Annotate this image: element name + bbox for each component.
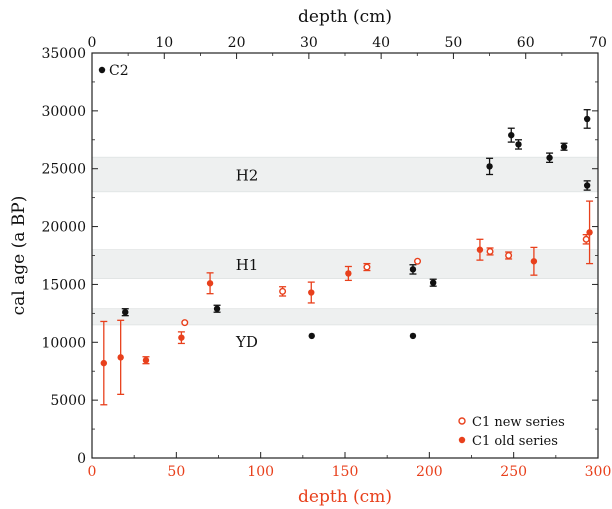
marks-layer [100, 109, 594, 406]
data-point-c2 [429, 279, 437, 286]
x-top-tick-label: 40 [372, 35, 390, 51]
data-point-c2 [213, 305, 221, 312]
c2-legend-label: C2 [109, 63, 129, 79]
data-point-c2 [508, 131, 515, 139]
legend-label-c1-new: C1 new series [472, 415, 565, 430]
labels-layer: H2H1YD0500010000150002000025000300003500… [9, 7, 611, 507]
x-bottom-axis-title: depth (cm) [298, 487, 392, 507]
data-point-c1-new-series [279, 287, 287, 295]
c2-legend-marker [98, 66, 106, 74]
band-label-h2: H2 [236, 167, 259, 185]
data-point-c2 [409, 266, 417, 273]
y-tick-label: 10000 [41, 335, 86, 351]
axes-layer [91, 52, 599, 459]
legend-marker-c1-old [458, 436, 466, 444]
data-point-c1-old-series [586, 229, 593, 236]
data-point-c2 [122, 309, 129, 316]
data-point-c1-new-series [505, 251, 513, 259]
data-point-c1-old-series [308, 289, 315, 296]
data-point-c2 [486, 163, 493, 170]
band-h1 [91, 249, 599, 279]
x-top-axis-title: depth (cm) [298, 7, 392, 27]
data-point-c2 [583, 115, 591, 123]
x-bottom-tick-label: 0 [88, 464, 97, 480]
data-point-c1-old-series [117, 354, 124, 361]
y-tick-label: 0 [77, 451, 86, 467]
data-point-c2 [515, 141, 522, 148]
x-bottom-tick-label: 250 [500, 464, 527, 480]
x-top-tick-label: 10 [155, 35, 173, 51]
y-tick-label: 20000 [41, 220, 86, 236]
x-top-tick-label: 0 [88, 35, 97, 51]
bands-layer [91, 156, 599, 326]
x-top-tick-label: 30 [300, 35, 318, 51]
band-h2 [91, 156, 599, 193]
y-tick-label: 15000 [41, 277, 86, 293]
data-point-c1-old-series [530, 258, 538, 265]
band-label-h1: H1 [236, 256, 259, 274]
legend-label-c1-old: C1 old series [472, 434, 558, 449]
data-point-c1-old-series [206, 280, 214, 287]
data-point-c2 [409, 332, 417, 340]
x-bottom-tick-label: 50 [167, 464, 185, 480]
data-point-c1-old-series [142, 357, 150, 364]
data-point-c1-new-series [414, 257, 422, 265]
x-top-tick-label: 60 [517, 35, 535, 51]
x-bottom-tick-label: 100 [247, 464, 274, 480]
y-axis-title: cal age (a BP) [9, 196, 29, 316]
data-point-c1-new-series [486, 247, 494, 255]
band-yd [91, 308, 599, 326]
data-point-c1-new-series [181, 319, 189, 327]
data-point-c2 [546, 154, 553, 161]
x-top-tick-label: 70 [589, 35, 607, 51]
band-label-yd: YD [235, 333, 258, 351]
y-tick-label: 35000 [41, 46, 86, 62]
data-point-c1-old-series [178, 334, 185, 341]
x-bottom-tick-label: 300 [585, 464, 612, 480]
data-point-c2 [560, 143, 568, 150]
data-point-c2 [308, 332, 315, 340]
legend-marker-c1-new [458, 417, 466, 425]
y-tick-label: 25000 [41, 162, 86, 178]
data-point-c1-old-series [476, 246, 484, 253]
x-top-tick-label: 20 [228, 35, 246, 51]
x-bottom-tick-label: 200 [416, 464, 443, 480]
data-point-c2 [583, 182, 591, 189]
data-point-c1-new-series [582, 235, 590, 243]
y-tick-label: 5000 [50, 393, 86, 409]
x-bottom-tick-label: 150 [332, 464, 359, 480]
x-top-tick-label: 50 [445, 35, 463, 51]
data-point-c1-old-series [100, 359, 108, 367]
y-tick-label: 30000 [41, 104, 86, 120]
data-point-c1-new-series [363, 263, 371, 271]
data-point-c1-old-series [345, 270, 352, 277]
